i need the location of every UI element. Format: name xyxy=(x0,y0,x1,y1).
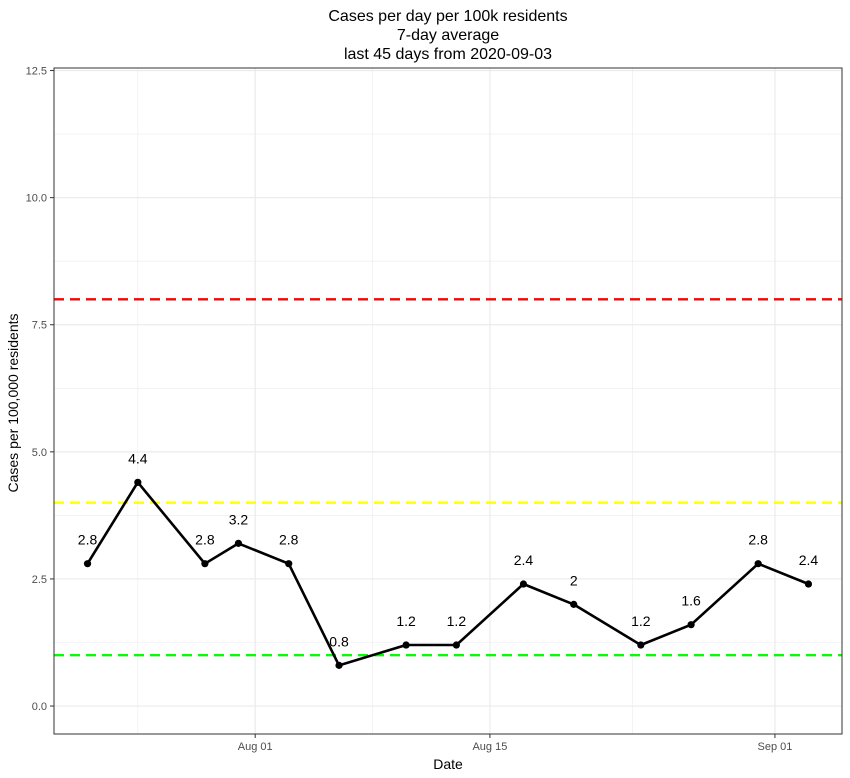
grid xyxy=(54,68,842,734)
data-point xyxy=(452,641,460,649)
series xyxy=(83,478,813,669)
data-point xyxy=(570,600,578,608)
data-point xyxy=(234,539,243,547)
title-line-2: 7-day average xyxy=(397,27,499,44)
title-line-1: Cases per day per 100k residents xyxy=(328,8,567,25)
data-label: 2.8 xyxy=(195,532,215,548)
y-tick-label: 7.5 xyxy=(32,320,47,332)
data-point xyxy=(637,641,645,649)
data-point xyxy=(285,560,293,568)
y-axis-title: Cases per 100,000 residents xyxy=(5,314,21,493)
data-label: 3.2 xyxy=(229,511,249,527)
data-point xyxy=(201,560,209,568)
data-label: 1.2 xyxy=(447,613,467,629)
data-label: 2.8 xyxy=(78,532,98,548)
data-label: 0.8 xyxy=(329,633,349,649)
data-label: 2.4 xyxy=(799,552,819,568)
x-tick-label: Aug 15 xyxy=(472,741,507,753)
data-point xyxy=(335,661,343,669)
y-axis-ticks: 0.0 2.5 5.0 7.5 10.0 12.5 xyxy=(26,66,54,713)
data-label: 2.8 xyxy=(279,532,299,548)
y-tick-label: 12.5 xyxy=(26,66,47,78)
data-point xyxy=(754,560,762,568)
data-label: 2.8 xyxy=(748,532,768,548)
data-point xyxy=(804,580,813,588)
title-line-3: last 45 days from 2020-09-03 xyxy=(344,46,552,63)
data-label: 1.2 xyxy=(631,613,651,629)
x-axis-title: Date xyxy=(433,756,463,772)
y-tick-label: 10.0 xyxy=(26,193,47,205)
x-tick-label: Sep 01 xyxy=(757,741,792,753)
x-tick-label: Aug 01 xyxy=(238,741,273,753)
y-tick-label: 0.0 xyxy=(32,701,47,713)
data-point xyxy=(134,478,142,486)
y-tick-label: 2.5 xyxy=(32,574,47,586)
data-point xyxy=(402,641,410,649)
data-label: 1.6 xyxy=(681,593,701,609)
data-point xyxy=(519,580,528,588)
panel-background xyxy=(54,68,842,734)
data-label: 4.4 xyxy=(128,450,148,466)
chart-title: Cases per day per 100k residents 7-day a… xyxy=(328,8,567,63)
data-label: 2.4 xyxy=(514,552,534,568)
panel-border xyxy=(53,67,843,735)
data-point xyxy=(687,621,695,629)
data-point xyxy=(83,560,92,568)
series-line xyxy=(86,480,809,667)
reference-lines xyxy=(54,298,842,657)
y-tick-label: 5.0 xyxy=(32,447,47,459)
data-label: 2 xyxy=(570,572,578,588)
x-axis-ticks: Aug 01 Aug 15 Sep 01 xyxy=(238,734,792,753)
data-labels: 2.8 4.4 2.8 3.2 2.8 0.8 1.2 1.2 2.4 2 1.2 1.6 2.8 2.4 xyxy=(78,450,819,649)
data-label: 1.2 xyxy=(396,613,416,629)
